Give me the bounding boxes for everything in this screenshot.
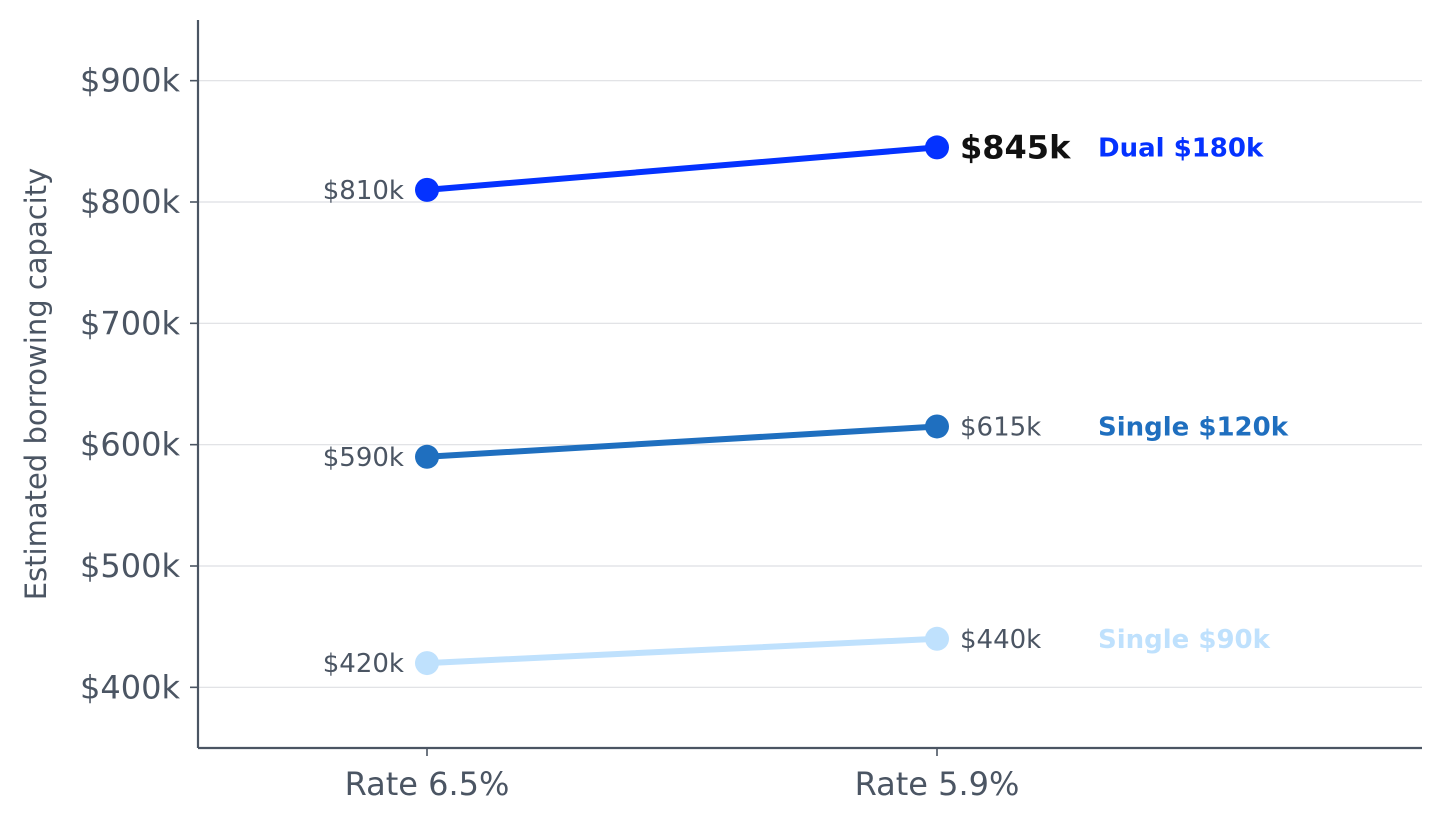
data-label: $845k xyxy=(960,128,1071,166)
y-tick-label: $900k xyxy=(80,62,180,100)
data-label: $420k xyxy=(323,649,404,679)
series-name-label: Dual $180k xyxy=(1098,133,1264,163)
y-tick-label: $500k xyxy=(80,547,180,585)
series-line xyxy=(424,423,940,460)
x-tick-label: Rate 5.9% xyxy=(855,765,1020,803)
y-tick-label: $800k xyxy=(80,183,180,221)
data-point xyxy=(415,651,439,676)
axes-layer: $400k $500k $600k $700k $800k $900k Rate 6.5% R… xyxy=(80,20,1422,803)
data-label: $810k xyxy=(323,176,404,206)
x-tick-label: Rate 6.5% xyxy=(345,765,510,803)
y-tick-label: $600k xyxy=(80,426,180,464)
series-layer xyxy=(415,135,949,676)
series-name-label: Single $120k xyxy=(1098,412,1289,442)
labels-layer: $810k $845k Dual $180k $590k $615k Single $12… xyxy=(323,128,1289,679)
data-label: $590k xyxy=(323,443,404,473)
data-point xyxy=(925,626,949,651)
y-axis-label: Estimated borrowing capacity xyxy=(19,168,53,601)
data-label: $440k xyxy=(960,625,1041,655)
data-label: $615k xyxy=(960,412,1041,442)
grid-layer xyxy=(198,80,1422,688)
y-tick-label: $400k xyxy=(80,668,180,706)
series-line xyxy=(424,144,940,193)
series-line xyxy=(424,635,940,667)
series-name-label: Single $90k xyxy=(1098,625,1271,655)
y-tick-label: $700k xyxy=(80,304,180,342)
data-point xyxy=(415,444,439,469)
data-point xyxy=(925,414,949,439)
data-point xyxy=(415,177,439,202)
data-point xyxy=(925,135,949,160)
